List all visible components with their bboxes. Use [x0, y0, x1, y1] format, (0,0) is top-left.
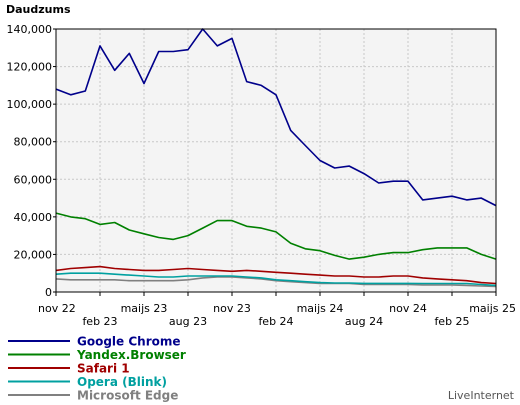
x-tick-label: feb 23 [82, 315, 117, 328]
series-line-opera-blink- [55, 272, 497, 287]
y-tick-label: 140,000 [7, 23, 53, 36]
y-tick-label: 80,000 [14, 136, 53, 149]
legend-label: Safari 1 [77, 362, 130, 376]
legend-label: Opera (Blink) [77, 375, 167, 389]
legend-label: Google Chrome [77, 335, 181, 349]
y-tick-label: 60,000 [14, 173, 53, 186]
series-line-safari-1 [55, 265, 497, 285]
y-tick-label: 100,000 [7, 98, 53, 111]
y-tick-label: 120,000 [7, 61, 53, 74]
y-axis-title: Daudzums [6, 3, 71, 16]
legend-label: Microsoft Edge [77, 389, 178, 403]
y-tick-label: 0 [45, 286, 52, 299]
series-line-yandex-browser [55, 212, 497, 260]
y-axis: 0 20,000 40,000 60,000 80,000 100,000 120,000 1… [7, 23, 56, 299]
x-tick-label: feb 24 [258, 315, 293, 328]
y-tick-label: 20,000 [14, 248, 53, 261]
x-tick-label: aug 23 [169, 315, 207, 328]
x-tick-label: aug 24 [345, 315, 383, 328]
legend-label: Yandex.Browser [76, 348, 186, 362]
grid-lines [56, 29, 496, 292]
credit-text: LiveInternet [448, 389, 515, 402]
plot-area [56, 29, 496, 292]
x-tick-label: maijs 25 [469, 302, 516, 315]
x-tick-label: nov 22 [38, 302, 76, 315]
x-tick-label: maijs 23 [121, 302, 168, 315]
y-tick-label: 40,000 [14, 211, 53, 224]
series-lines [55, 28, 497, 288]
x-tick-label: feb 25 [434, 315, 469, 328]
series-line-microsoft-edge [55, 276, 497, 288]
x-tick-label: nov 23 [213, 302, 251, 315]
x-tick-label: nov 24 [389, 302, 427, 315]
x-tick-label: maijs 24 [297, 302, 344, 315]
series-line-google-chrome [55, 28, 497, 207]
